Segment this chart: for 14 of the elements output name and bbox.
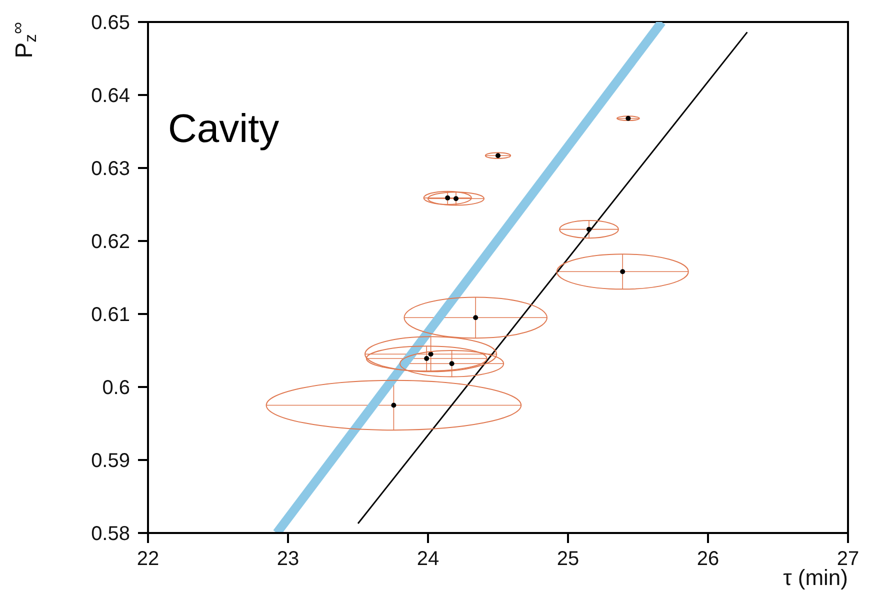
x-tick-label: 23 <box>276 548 300 570</box>
y-tick-label: 0.63 <box>91 158 130 180</box>
y-tick-label: 0.58 <box>91 523 130 546</box>
y-tick-label: 0.64 <box>91 85 130 108</box>
y-tick-label: 0.6 <box>102 377 130 400</box>
x-tick-label: 26 <box>696 548 720 570</box>
y-tick-label: 0.61 <box>91 304 130 326</box>
x-tick-label: 22 <box>136 548 160 570</box>
annotation: Cavity <box>168 107 280 152</box>
y-tick-label: 0.65 <box>91 12 130 34</box>
y-tick-label: 0.59 <box>91 450 130 472</box>
y-tick-label: 0.62 <box>91 231 130 254</box>
x-tick-label: 25 <box>556 548 580 570</box>
x-tick-label: 24 <box>416 548 440 570</box>
